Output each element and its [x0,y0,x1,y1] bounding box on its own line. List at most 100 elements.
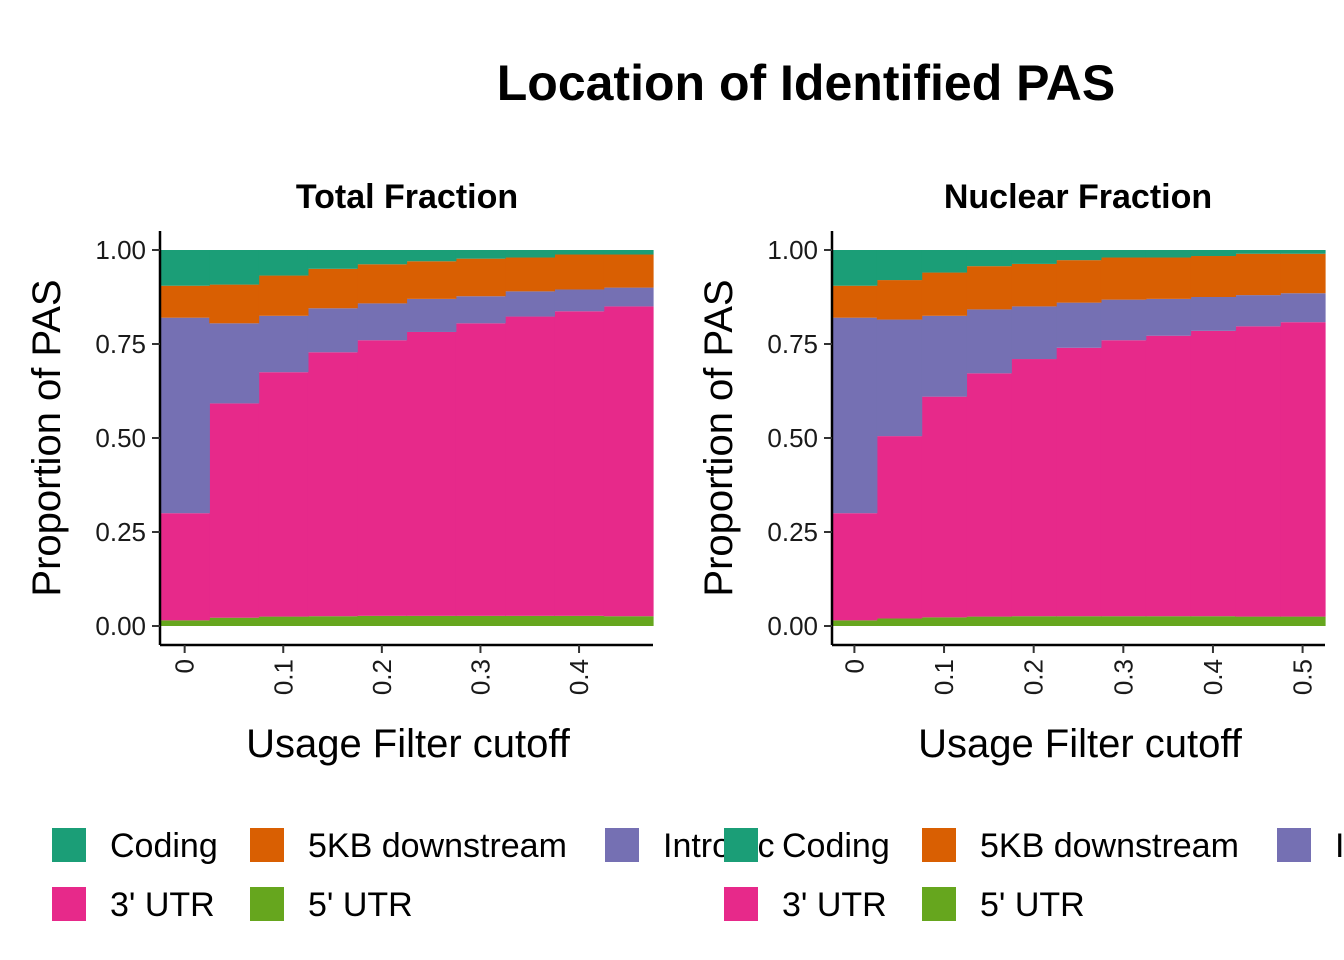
y-tick-label: 0.25 [95,517,146,547]
x-tick-label: 0.4 [564,659,594,695]
bar-segment-coding [966,250,1012,267]
x-tick-label: 0.2 [1019,659,1049,695]
bar-segment-downstream [1190,256,1236,297]
panel-1: Total Fraction 0.00 0.25 0.50 0.75 1.00 0 0.1 0.… [25,178,654,766]
bar-segment-downstream [1100,257,1147,300]
bar-segment-utr3 [1011,359,1057,617]
bar-segment-downstream [554,254,605,290]
legend-key-utr3 [724,887,758,921]
bar-segment-utr5 [966,616,1012,626]
bar-segment-utr3 [406,331,457,616]
legend-key-downstream [250,828,284,862]
bar-segment-coding [603,250,654,255]
bar-segment-downstream [307,268,358,309]
bar-segment-utr3 [1145,335,1192,617]
bar-segment-downstream [1145,257,1192,299]
x-axis-title: Usage Filter cutoff [246,722,571,766]
bar-segment-downstream [1011,263,1057,307]
bar-segment-utr3 [1235,326,1281,617]
y-tick-label: 1.00 [95,235,146,265]
bar-segment-utr5 [554,615,605,626]
bar-segment-downstream [966,266,1012,310]
bar-segment-coding [357,250,408,265]
bar-segment-coding [1056,250,1102,261]
y-tick-label: 0.00 [767,611,818,641]
bar-segment-intronic [406,298,457,332]
bar-segment-intronic [603,287,654,307]
x-tick-label: 0.3 [465,659,495,695]
bar-segment-utr5 [1056,616,1102,626]
bar-segment-utr5 [209,617,260,626]
bar-segment-utr3 [1190,330,1236,617]
legend-label-downstream: 5KB downstream [980,827,1239,865]
legend-key-utr3 [52,887,86,921]
legend-label-utr3: 3' UTR [782,886,887,924]
bar-segment-utr3 [307,352,358,617]
chart-legends: Coding 5KB downstream Intronic 3' UTR 5' UTR… [52,827,1344,924]
bar-segment-downstream [209,284,260,324]
x-tick-label: 0 [170,659,200,673]
bar-segment-intronic [307,308,358,353]
bar-segment-coding [1100,250,1147,258]
legend-key-utr5 [250,887,284,921]
bar-segment-coding [1145,250,1192,258]
bar-segment-utr5 [307,616,358,626]
legend-2: Coding 5KB downstream Intronic 3' UTR 5' UTR [724,827,1344,924]
chart-panels: Total Fraction 0.00 0.25 0.50 0.75 1.00 0 0.1 0.… [25,178,1326,766]
bar-segment-utr5 [406,615,457,626]
bar-segment-utr3 [1100,340,1147,617]
bar-segment-intronic [1056,302,1102,348]
y-tick-label: 0.50 [767,423,818,453]
bar-segment-utr3 [258,372,309,617]
legend-label-utr5: 5' UTR [980,886,1085,924]
bar-segment-intronic [1100,299,1147,341]
y-tick-label: 0.75 [767,329,818,359]
y-axis-title: Proportion of PAS [25,279,69,596]
bar-segment-coding [554,250,605,255]
bar-segment-intronic [160,317,210,514]
bar-segment-utr5 [603,616,654,626]
bar-segment-coding [209,250,260,285]
bar-segment-downstream [876,280,923,320]
bar-segment-utr3 [921,396,968,618]
bar-segment-intronic [1235,295,1281,327]
bar-segment-downstream [505,257,555,292]
bar-segment-intronic [455,296,506,324]
bar-segment-utr3 [209,403,260,618]
legend-key-utr5 [922,887,956,921]
y-tick-label: 0.25 [767,517,818,547]
y-axis-title: Proportion of PAS [697,279,741,596]
legend-label-utr3: 3' UTR [110,886,215,924]
bar-segment-coding [1190,250,1236,257]
bar-segment-utr3 [876,436,923,619]
bar-segment-intronic [832,317,878,514]
bar-segment-coding [832,250,878,286]
bar-segment-downstream [357,264,408,304]
bar-segment-utr3 [554,311,605,616]
bar-segment-utr5 [160,620,210,626]
legend-key-coding [724,828,758,862]
panel-title: Total Fraction [296,178,518,216]
bar-segment-intronic [966,309,1012,374]
legend-key-downstream [922,828,956,862]
bar-segment-coding [1235,250,1281,254]
bar-segment-utr5 [357,615,408,626]
bar-segment-intronic [1145,298,1192,336]
bar-segment-downstream [1280,253,1326,294]
bar-segment-utr5 [1100,616,1147,626]
bar-segment-coding [876,250,923,281]
legend-label-coding: Coding [110,827,218,865]
bar-segment-downstream [921,272,968,316]
x-tick-label: 0.1 [929,659,959,695]
bar-segment-coding [1011,250,1057,264]
bar-segment-intronic [921,315,968,397]
bar-segment-coding [307,250,358,269]
bar-segment-downstream [258,275,309,316]
bar-segment-utr3 [505,316,555,616]
legend-key-coding [52,828,86,862]
bar-segment-intronic [258,315,309,373]
legend-label-utr5: 5' UTR [308,886,413,924]
bar-segment-coding [455,250,506,259]
